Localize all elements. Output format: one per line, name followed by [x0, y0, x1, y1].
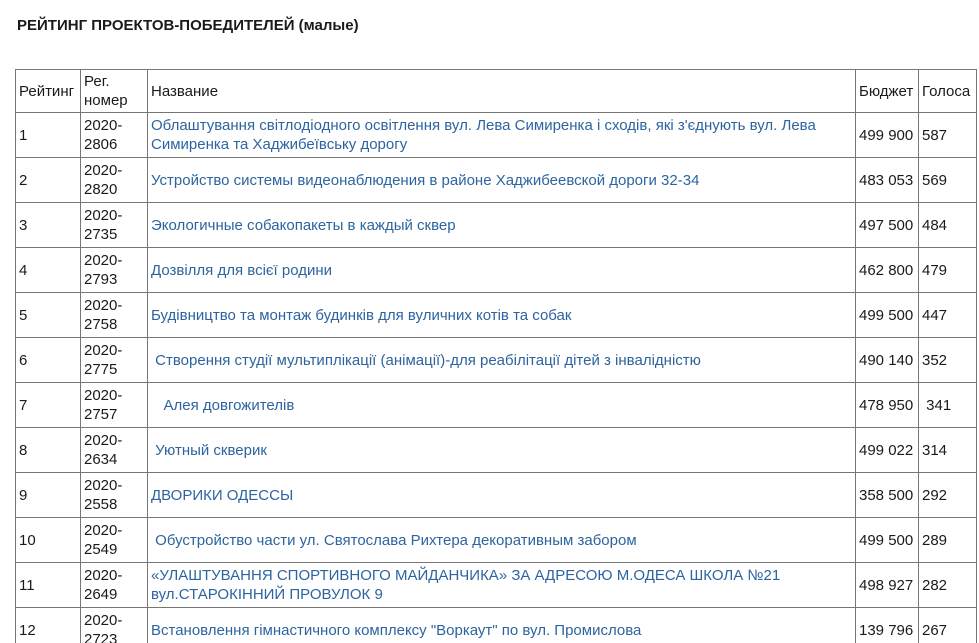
- header-reg-number: Рег. номер: [80, 69, 148, 113]
- project-name-cell: Устройство системы видеонаблюдения в рай…: [147, 157, 856, 203]
- project-name-cell: Обустройство части ул. Святослава Рихтер…: [147, 517, 856, 563]
- reg-number-cell: 2020-2558: [80, 472, 148, 518]
- header-rank: Рейтинг: [15, 69, 81, 113]
- budget-cell: 462 800: [855, 247, 919, 293]
- project-link[interactable]: Облаштування світлодіодного освітлення в…: [151, 117, 820, 153]
- table-row: 11 2020-2649 «УЛАШТУВАННЯ СПОРТИВНОГО МА…: [15, 562, 977, 608]
- reg-number-cell: 2020-2634: [80, 427, 148, 473]
- budget-cell: 499 022: [855, 427, 919, 473]
- project-link[interactable]: Створення студії мультиплікації (анімаці…: [151, 351, 701, 369]
- votes-cell: 314: [918, 427, 977, 473]
- project-link[interactable]: Обустройство части ул. Святослава Рихтер…: [151, 531, 637, 549]
- header-name: Название: [147, 69, 856, 113]
- header-budget: Бюджет: [855, 69, 919, 113]
- budget-cell: 483 053: [855, 157, 919, 203]
- reg-number-cell: 2020-2806: [80, 112, 148, 158]
- table-row: 6 2020-2775 Створення студії мультипліка…: [15, 337, 977, 383]
- rank-cell: 10: [15, 517, 81, 563]
- reg-number-cell: 2020-2775: [80, 337, 148, 383]
- rank-cell: 12: [15, 607, 81, 643]
- table-row: 5 2020-2758 Будівництво та монтаж будинк…: [15, 292, 977, 338]
- budget-cell: 499 900: [855, 112, 919, 158]
- project-link[interactable]: Будівництво та монтаж будинків для вулич…: [151, 306, 572, 324]
- rank-cell: 1: [15, 112, 81, 158]
- reg-number-cell: 2020-2758: [80, 292, 148, 338]
- reg-number-cell: 2020-2649: [80, 562, 148, 608]
- table-row: 3 2020-2735 Экологичные собакопакеты в к…: [15, 202, 977, 248]
- budget-cell: 478 950: [855, 382, 919, 428]
- project-name-cell: Встановлення гімнастичного комплексу "Во…: [147, 607, 856, 643]
- rank-cell: 6: [15, 337, 81, 383]
- table-row: 9 2020-2558 ДВОРИКИ ОДЕССЫ 358 500 292: [15, 472, 977, 518]
- rank-cell: 7: [15, 382, 81, 428]
- rank-cell: 2: [15, 157, 81, 203]
- table-row: 4 2020-2793 Дозвілля для всієї родини 46…: [15, 247, 977, 293]
- project-link[interactable]: Экологичные собакопакеты в каждый сквер: [151, 216, 456, 234]
- reg-number-cell: 2020-2549: [80, 517, 148, 563]
- votes-cell: 289: [918, 517, 977, 563]
- project-name-cell: Уютный скверик: [147, 427, 856, 473]
- project-name-cell: Дозвілля для всієї родини: [147, 247, 856, 293]
- project-link[interactable]: Уютный скверик: [151, 441, 267, 459]
- rank-cell: 9: [15, 472, 81, 518]
- budget-cell: 499 500: [855, 517, 919, 563]
- page-title: РЕЙТИНГ ПРОЕКТОВ-ПОБЕДИТЕЛЕЙ (малые): [17, 17, 359, 34]
- project-name-cell: Алея довгожителів: [147, 382, 856, 428]
- rank-cell: 5: [15, 292, 81, 338]
- votes-cell: 292: [918, 472, 977, 518]
- project-name-cell: «УЛАШТУВАННЯ СПОРТИВНОГО МАЙДАНЧИКА» ЗА …: [147, 562, 856, 608]
- project-name-cell: ДВОРИКИ ОДЕССЫ: [147, 472, 856, 518]
- project-link[interactable]: ДВОРИКИ ОДЕССЫ: [151, 486, 294, 504]
- winners-rating-table: Рейтинг Рег. номер Название Бюджет Голос…: [15, 69, 977, 643]
- budget-cell: 490 140: [855, 337, 919, 383]
- budget-cell: 499 500: [855, 292, 919, 338]
- project-link[interactable]: Встановлення гімнастичного комплексу "Во…: [151, 621, 642, 639]
- table-header-row: Рейтинг Рег. номер Название Бюджет Голос…: [15, 69, 977, 113]
- project-name-cell: Створення студії мультиплікації (анімаці…: [147, 337, 856, 383]
- project-name-cell: Экологичные собакопакеты в каждый сквер: [147, 202, 856, 248]
- table-row: 12 2020-2723 Встановлення гімнастичного …: [15, 607, 977, 643]
- table-row: 7 2020-2757 Алея довгожителів 478 950 34…: [15, 382, 977, 428]
- budget-cell: 497 500: [855, 202, 919, 248]
- votes-cell: 479: [918, 247, 977, 293]
- votes-cell: 447: [918, 292, 977, 338]
- budget-cell: 498 927: [855, 562, 919, 608]
- votes-cell: 569: [918, 157, 977, 203]
- project-link[interactable]: Алея довгожителів: [151, 396, 295, 414]
- reg-number-cell: 2020-2735: [80, 202, 148, 248]
- table-row: 10 2020-2549 Обустройство части ул. Свят…: [15, 517, 977, 563]
- budget-cell: 358 500: [855, 472, 919, 518]
- reg-number-cell: 2020-2723: [80, 607, 148, 643]
- votes-cell: 267: [918, 607, 977, 643]
- rank-cell: 11: [15, 562, 81, 608]
- table-row: 2 2020-2820 Устройство системы видеонабл…: [15, 157, 977, 203]
- votes-cell: 352: [918, 337, 977, 383]
- reg-number-cell: 2020-2757: [80, 382, 148, 428]
- header-votes: Голоса: [918, 69, 977, 113]
- votes-cell: 484: [918, 202, 977, 248]
- budget-cell: 139 796: [855, 607, 919, 643]
- project-link[interactable]: Дозвілля для всієї родини: [151, 261, 333, 279]
- votes-cell: 282: [918, 562, 977, 608]
- project-name-cell: Будівництво та монтаж будинків для вулич…: [147, 292, 856, 338]
- votes-cell: 341: [918, 382, 977, 428]
- table-row: 8 2020-2634 Уютный скверик 499 022 314: [15, 427, 977, 473]
- project-link[interactable]: «УЛАШТУВАННЯ СПОРТИВНОГО МАЙДАНЧИКА» ЗА …: [151, 567, 785, 603]
- rank-cell: 8: [15, 427, 81, 473]
- table-row: 1 2020-2806 Облаштування світлодіодного …: [15, 112, 977, 158]
- votes-cell: 587: [918, 112, 977, 158]
- rank-cell: 4: [15, 247, 81, 293]
- rank-cell: 3: [15, 202, 81, 248]
- reg-number-cell: 2020-2793: [80, 247, 148, 293]
- project-name-cell: Облаштування світлодіодного освітлення в…: [147, 112, 856, 158]
- project-link[interactable]: Устройство системы видеонаблюдения в рай…: [151, 171, 700, 189]
- reg-number-cell: 2020-2820: [80, 157, 148, 203]
